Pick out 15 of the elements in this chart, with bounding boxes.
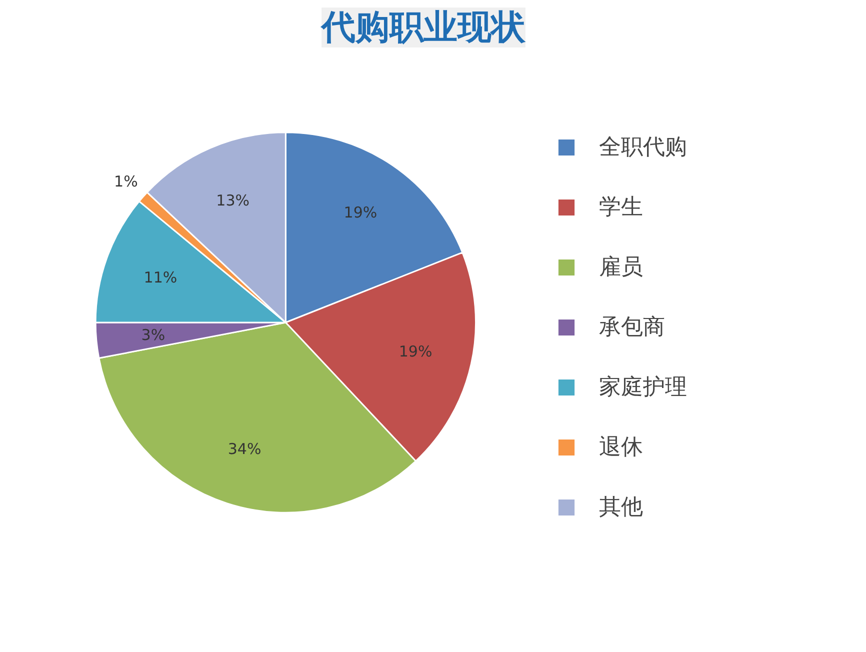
legend-label: 学生	[599, 194, 643, 222]
data-label: 11%	[144, 268, 178, 286]
data-label: 13%	[216, 191, 250, 210]
legend-label: 退休	[599, 434, 643, 462]
data-label: 34%	[228, 440, 262, 458]
legend-label: 家庭护理	[599, 374, 687, 402]
legend-label: 其他	[599, 494, 643, 522]
data-label: 1%	[114, 172, 138, 191]
legend-label: 雇员	[599, 254, 643, 282]
data-label: 3%	[141, 326, 166, 344]
data-label: 19%	[398, 342, 432, 361]
legend-label: 全职代购	[599, 134, 687, 162]
chart-title: 代购职业现状	[320, 8, 526, 48]
legend-label: 承包商	[599, 314, 665, 342]
data-label: 19%	[344, 203, 378, 222]
